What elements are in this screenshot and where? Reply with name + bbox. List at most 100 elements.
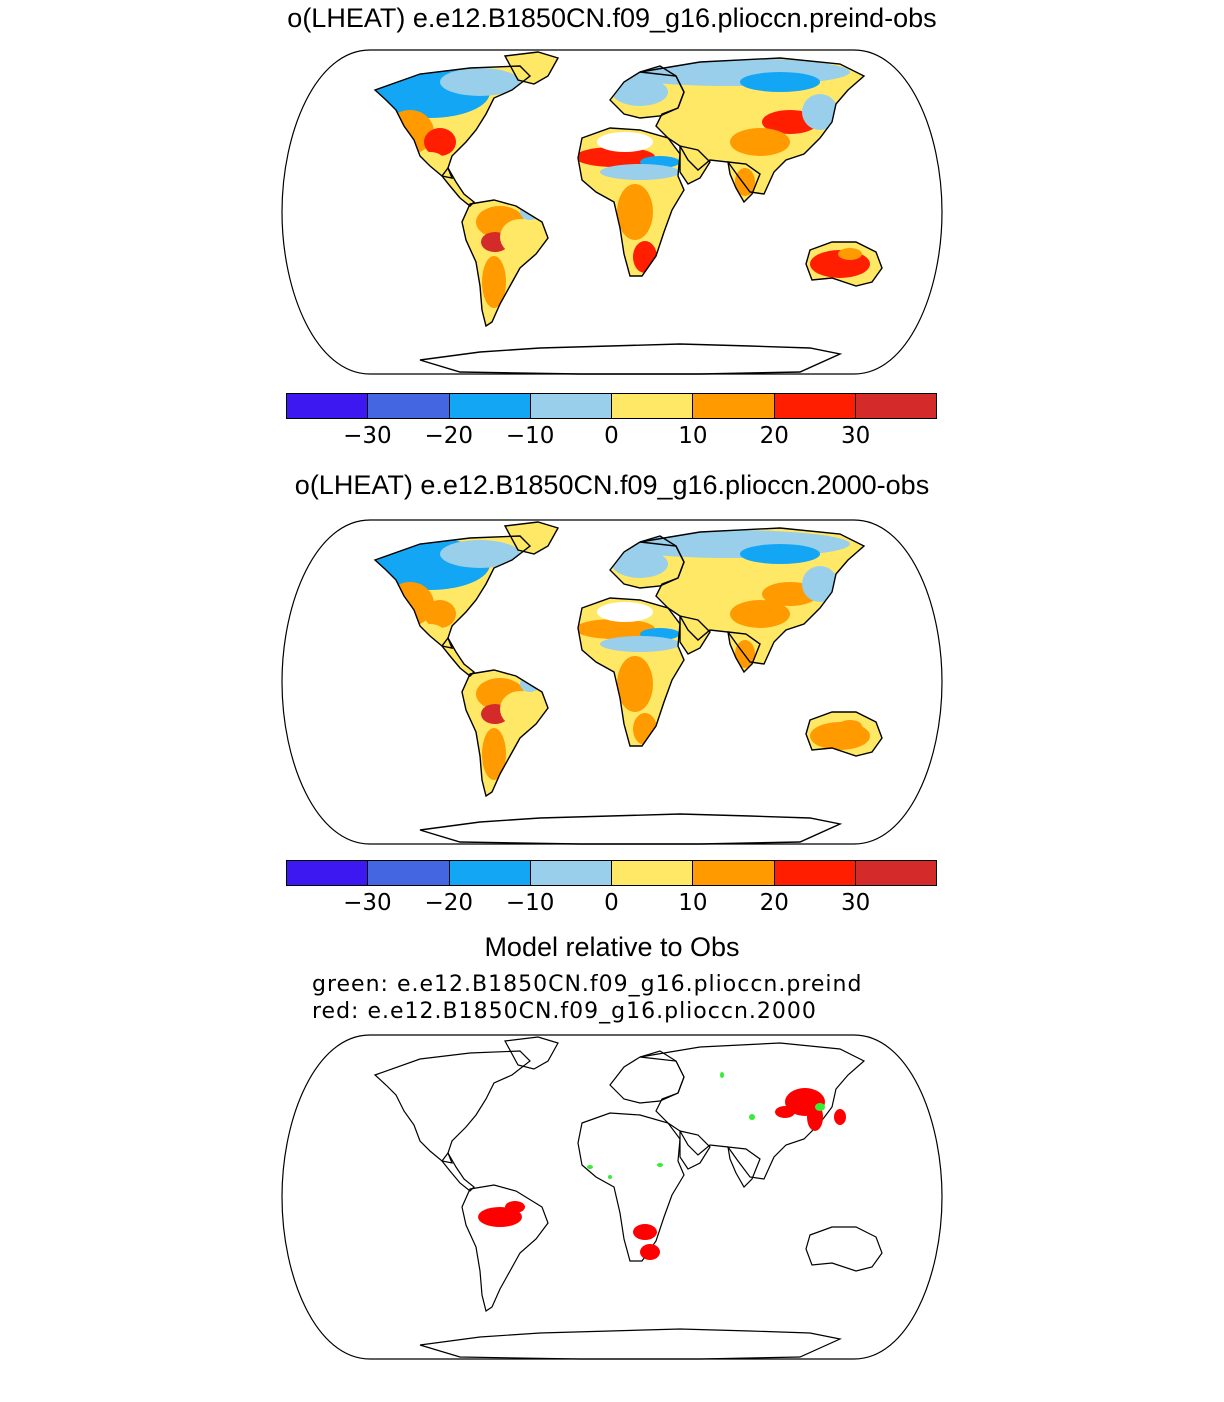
colorbar-swatch: [449, 861, 531, 885]
anomaly-region: [838, 720, 862, 732]
coastline: [805, 241, 883, 287]
colorbar-tick-label: 10: [678, 890, 708, 916]
colorbar-tick-label: 20: [759, 423, 789, 449]
coastline: [639, 527, 866, 665]
legend-green-text: green: e.e12.B1850CN.f09_g16.plioccn.pre…: [312, 972, 863, 997]
colorbar-swatch: [530, 394, 612, 418]
anomaly-region: [600, 164, 680, 180]
coastline: [577, 1112, 685, 1262]
green-region: [587, 1165, 593, 1169]
anomaly-region: [424, 600, 456, 628]
anomaly-region: [617, 656, 653, 712]
anomaly-region: [440, 68, 520, 96]
coastline: [441, 636, 476, 677]
coastline: [727, 1146, 761, 1188]
coastline: [373, 65, 532, 179]
red-region: [640, 1244, 660, 1260]
anomaly-region: [575, 619, 655, 639]
colorbar-ticks-panel2: −30 −20 −10 0 10 20 30: [286, 890, 937, 920]
anomaly-region: [500, 691, 540, 727]
map-panel1: [281, 49, 943, 375]
anomaly-region: [680, 630, 700, 646]
colorbar-tick-label: −20: [424, 423, 474, 449]
map-panel2: [281, 519, 943, 845]
colorbar-tick-label: 20: [759, 890, 789, 916]
colorbar-tick-label: 30: [840, 890, 871, 916]
anomaly-region: [482, 728, 506, 780]
green-region: [749, 1114, 755, 1120]
colorbar-swatch: [693, 861, 775, 885]
coastline: [679, 1130, 711, 1170]
colorbar-tick-label: −20: [424, 890, 474, 916]
coastline: [503, 51, 560, 85]
colorbar-tick-label: −30: [343, 890, 392, 916]
coastline: [639, 57, 866, 195]
anomaly-region: [612, 550, 668, 578]
red-region: [775, 1106, 795, 1118]
coastline: [503, 521, 560, 555]
colorbar-tick-label: 30: [840, 423, 871, 449]
coastline: [419, 1328, 842, 1360]
anomaly-region: [730, 128, 790, 156]
colorbar-tick-label: 0: [604, 423, 619, 449]
anomaly-region: [440, 540, 520, 568]
coastline: [419, 343, 843, 375]
coastline: [577, 127, 685, 277]
colorbar-swatch: [530, 861, 612, 885]
comparison-title: Model relative to Obs: [484, 932, 740, 962]
colorbar-tick-label: 10: [678, 423, 708, 449]
coastline: [441, 1151, 475, 1192]
colorbar-panel1: [286, 393, 937, 419]
anomaly-region: [838, 248, 862, 260]
legend-red-text: red: e.e12.B1850CN.f09_g16.plioccn.2000: [312, 999, 817, 1024]
green-region: [815, 1103, 825, 1111]
anomaly-region: [730, 600, 790, 628]
anomaly-region: [600, 636, 680, 652]
coastline: [461, 1184, 549, 1312]
colorbar-tick-label: −10: [505, 890, 555, 916]
colorbar-tick-label: −10: [505, 423, 555, 449]
colorbar-swatch: [612, 394, 694, 418]
colorbar-ticks-panel1: −30 −20 −10 0 10 20 30: [286, 423, 937, 453]
green-region: [608, 1175, 612, 1179]
anomaly-region: [482, 256, 506, 308]
coastline: [577, 597, 685, 747]
colorbar-swatch: [612, 861, 694, 885]
green-region: [657, 1163, 663, 1167]
anomaly-region: [424, 128, 456, 156]
coastline: [441, 166, 476, 207]
no-data-region: [597, 602, 653, 622]
colorbar-panel2: [286, 860, 937, 886]
green-region: [720, 1072, 724, 1078]
coastline: [419, 813, 843, 845]
red-region: [505, 1201, 525, 1213]
colorbar-swatch: [287, 394, 369, 418]
anomaly-region: [612, 78, 668, 106]
red-region: [633, 1224, 657, 1240]
coastline: [461, 199, 549, 328]
colorbar-swatch: [774, 394, 856, 418]
coastline: [461, 669, 549, 798]
map-comparison: [281, 1034, 943, 1360]
anomaly-region: [740, 72, 820, 92]
colorbar-swatch: [368, 394, 450, 418]
anomaly-region: [575, 147, 655, 167]
colorbar-tick-label: −30: [343, 423, 392, 449]
coastline: [727, 161, 761, 204]
red-region: [834, 1109, 846, 1125]
anomaly-region: [802, 566, 838, 602]
coastline: [805, 711, 883, 757]
colorbar-swatch: [449, 394, 531, 418]
coastline: [679, 615, 711, 655]
coastline: [504, 1036, 559, 1070]
anomaly-region: [680, 158, 700, 174]
panel1-title: o(LHEAT) e.e12.B1850CN.f09_g16.plioccn.p…: [287, 3, 937, 33]
coastline: [679, 145, 711, 185]
anomaly-region: [740, 544, 820, 564]
panel2-title: o(LHEAT) e.e12.B1850CN.f09_g16.plioccn.2…: [294, 470, 930, 500]
colorbar-swatch: [287, 861, 369, 885]
colorbar-swatch: [368, 861, 450, 885]
globe-outline: [281, 1034, 943, 1360]
colorbar-tick-label: 0: [604, 890, 619, 916]
coastline: [373, 1050, 531, 1164]
